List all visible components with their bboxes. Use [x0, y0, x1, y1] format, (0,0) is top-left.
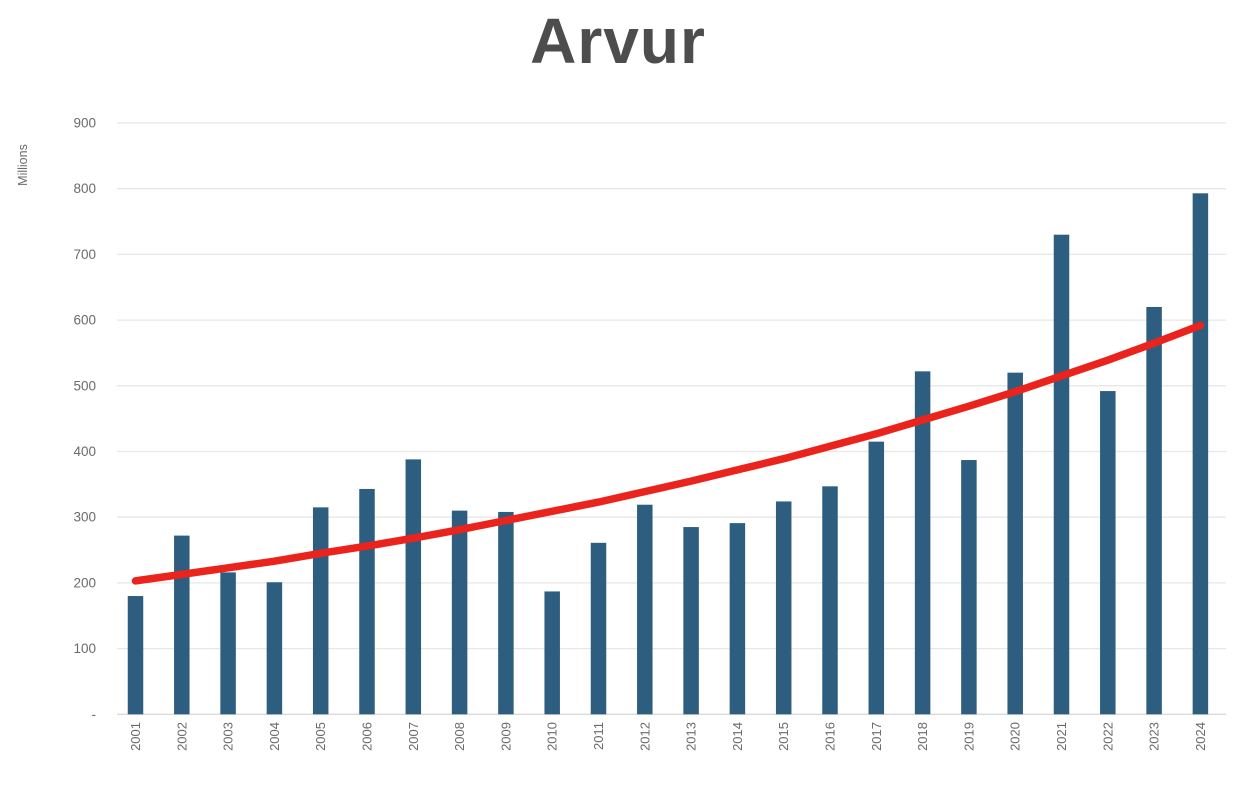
x-tick-label: 2014 [730, 722, 745, 751]
x-tick-label: 2018 [915, 722, 930, 751]
x-tick-label: 2009 [498, 722, 513, 751]
x-tick-label: 2021 [1054, 722, 1069, 751]
bar-2014 [729, 523, 746, 715]
bar-2015 [775, 501, 792, 715]
bar-2008 [451, 510, 468, 715]
bars [127, 193, 1209, 715]
y-tick-label: 300 [73, 510, 96, 525]
x-tick-label: 2012 [637, 722, 652, 751]
chart-title: Arvur [530, 5, 706, 77]
bar-2023 [1146, 306, 1162, 715]
x-tick-label: 2006 [360, 722, 375, 751]
x-tick-label: 2010 [545, 722, 560, 751]
bar-2007 [405, 459, 422, 715]
bar-2022 [1100, 391, 1116, 715]
bar-2004 [266, 582, 283, 715]
x-tick-label: 2005 [313, 722, 328, 751]
x-tick-label: 2003 [221, 722, 236, 751]
x-tick-label: 2002 [174, 722, 189, 751]
bar-2020 [1007, 372, 1023, 715]
y-tick-label: 100 [73, 641, 96, 656]
bar-2016 [822, 486, 838, 715]
y-tick-label: 900 [73, 116, 96, 131]
y-tick-label: 700 [73, 247, 96, 262]
x-tick-label: 2011 [591, 722, 606, 750]
bar-2018 [914, 371, 931, 715]
x-tick-label: 2008 [452, 722, 467, 751]
trend-line [131, 321, 1205, 585]
bar-2021 [1053, 234, 1070, 715]
x-tick-label: 2001 [128, 722, 143, 751]
x-axis-labels: 2001 2002 2003 2004 2005 2006 2007 2008 2009 2010… [128, 722, 1208, 751]
y-tick-label: 400 [73, 444, 96, 459]
y-tick-label: 600 [73, 313, 96, 328]
x-tick-label: 2022 [1100, 722, 1115, 751]
bar-2002 [174, 535, 190, 715]
x-tick-label: 2024 [1193, 722, 1208, 751]
x-tick-label: 2015 [776, 722, 791, 751]
bar-2009 [498, 511, 514, 715]
bar-2017 [868, 441, 885, 715]
gridlines [117, 122, 1226, 650]
y-tick-label: 800 [73, 181, 96, 196]
x-tick-label: 2004 [267, 722, 282, 751]
bar-2006 [359, 488, 375, 715]
bar-2019 [961, 460, 977, 715]
x-tick-label: 2019 [961, 722, 976, 751]
x-tick-label: 2017 [869, 722, 884, 751]
bar-2001 [127, 596, 144, 715]
y-axis-labels: - 100 200 300 400 500 600 700 800 900 [73, 116, 96, 722]
y-axis-title: Millions [16, 144, 30, 186]
x-tick-label: 2007 [406, 722, 421, 751]
y-tick-label: - [92, 707, 97, 722]
bar-2003 [220, 572, 236, 715]
y-tick-label: 200 [73, 575, 96, 590]
bar-2013 [683, 527, 699, 715]
bar-2024 [1192, 193, 1209, 715]
bar-2011 [590, 542, 607, 715]
x-tick-label: 2013 [684, 722, 699, 751]
x-tick-label: 2020 [1008, 722, 1023, 751]
bar-2005 [312, 507, 329, 715]
bar-2010 [544, 591, 560, 715]
x-tick-label: 2016 [823, 722, 838, 751]
bar-2012 [637, 504, 653, 715]
y-tick-label: 500 [73, 378, 96, 393]
x-tick-label: 2023 [1147, 722, 1162, 751]
